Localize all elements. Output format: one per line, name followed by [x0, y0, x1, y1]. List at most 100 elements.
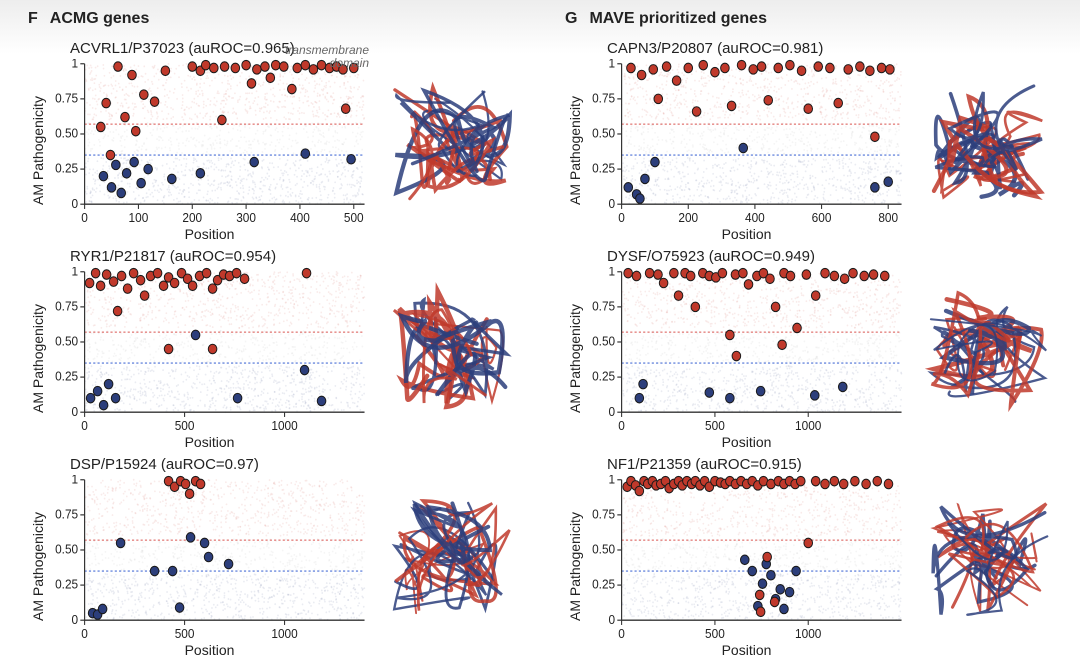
column-header-f: F ACMG genes [28, 10, 525, 28]
data-point [271, 60, 280, 70]
data-point [793, 323, 802, 333]
data-point [670, 268, 679, 278]
data-point [218, 115, 227, 125]
data-point [776, 585, 785, 595]
data-point [873, 476, 882, 486]
panel-row: DYSF/O75923 (auROC=0.949) AM Pathogenicit… [565, 248, 1062, 450]
svg-text:0: 0 [609, 196, 616, 211]
data-point [826, 63, 835, 73]
data-point [839, 479, 848, 489]
data-point [860, 271, 869, 281]
scatter-plot: 00.250.500.75105001000 [48, 267, 371, 436]
data-point [732, 351, 741, 361]
svg-text:1: 1 [609, 59, 616, 70]
data-point [191, 330, 200, 340]
data-point [871, 183, 880, 193]
data-point [300, 365, 309, 375]
data-point [757, 62, 766, 72]
data-point [164, 344, 173, 354]
data-point [129, 268, 138, 278]
chart-title: RYR1/P21817 (auROC=0.954) [70, 248, 371, 265]
data-point [266, 73, 275, 83]
data-point [250, 157, 259, 167]
data-point [810, 391, 819, 401]
chart-title: DSP/P15924 (auROC=0.97) [70, 456, 371, 473]
data-point [204, 552, 213, 562]
column-header-g: G MAVE prioritized genes [565, 10, 1062, 28]
data-point [778, 340, 787, 350]
panel-row: RYR1/P21817 (auROC=0.954)AM Pathogenicit… [28, 248, 525, 450]
data-point [240, 274, 249, 284]
scatter-plot: 00.250.500.75105001000 [585, 267, 908, 436]
data-point [755, 590, 764, 600]
svg-text:600: 600 [812, 211, 832, 226]
data-point [247, 79, 256, 89]
svg-text:400: 400 [290, 211, 310, 226]
data-point [150, 97, 159, 107]
data-point [175, 603, 184, 613]
scatter-plot: 00.250.500.7510100200300400500 [48, 59, 371, 228]
svg-text:0.50: 0.50 [55, 126, 78, 141]
panel-row: NF1/P21359 (auROC=0.915)AM Pathogenicity… [565, 456, 1062, 658]
data-point [161, 66, 170, 76]
data-point [766, 274, 775, 284]
data-point [756, 607, 765, 617]
data-point [168, 566, 177, 576]
svg-text:0.50: 0.50 [592, 126, 615, 141]
data-point [201, 60, 210, 70]
data-point [102, 98, 111, 108]
data-point [804, 104, 813, 114]
data-point [86, 393, 95, 403]
data-point [102, 270, 111, 280]
data-point [726, 393, 735, 403]
svg-text:0.75: 0.75 [592, 91, 615, 106]
data-point [635, 393, 644, 403]
protein-structure-icon [916, 472, 1062, 642]
data-point [849, 268, 858, 278]
data-point [107, 183, 116, 193]
data-point [144, 164, 153, 174]
data-point [705, 388, 714, 398]
data-point [871, 132, 880, 142]
x-axis-label: Position [585, 434, 908, 450]
column-title: ACMG genes [50, 10, 150, 28]
data-point [261, 62, 270, 72]
svg-text:500: 500 [344, 211, 364, 226]
data-point [242, 60, 251, 70]
data-point [721, 63, 730, 73]
data-point [654, 270, 663, 280]
data-point [113, 306, 122, 316]
data-point [639, 379, 648, 389]
panel-letter: F [28, 10, 38, 28]
panel-letter: G [565, 10, 577, 28]
data-point [737, 60, 746, 70]
y-axis-label: AM Pathogenicity [565, 267, 585, 450]
data-point [748, 566, 757, 576]
data-point [114, 62, 123, 72]
data-point [186, 533, 195, 543]
svg-text:0.75: 0.75 [55, 91, 78, 106]
data-point [718, 268, 727, 278]
svg-text:100: 100 [129, 211, 149, 226]
svg-text:0: 0 [72, 196, 79, 211]
data-point [188, 281, 197, 291]
protein-structure-icon [379, 472, 525, 642]
data-point [117, 271, 126, 281]
data-point [98, 604, 107, 614]
chart-title: DYSF/O75923 (auROC=0.949) [607, 248, 908, 265]
data-point [627, 63, 636, 73]
data-point [220, 62, 229, 72]
data-point [188, 62, 197, 72]
data-point [840, 274, 849, 284]
data-point [774, 63, 783, 73]
data-point [624, 183, 633, 193]
data-point [136, 275, 145, 285]
data-point [726, 330, 735, 340]
data-point [767, 570, 776, 580]
column-title: MAVE prioritized genes [589, 10, 767, 28]
data-point [749, 65, 758, 75]
scatter-plot: 00.250.500.75105001000 [48, 475, 371, 644]
data-point [99, 171, 108, 181]
data-point [181, 479, 190, 489]
protein-structure-icon [916, 56, 1062, 226]
